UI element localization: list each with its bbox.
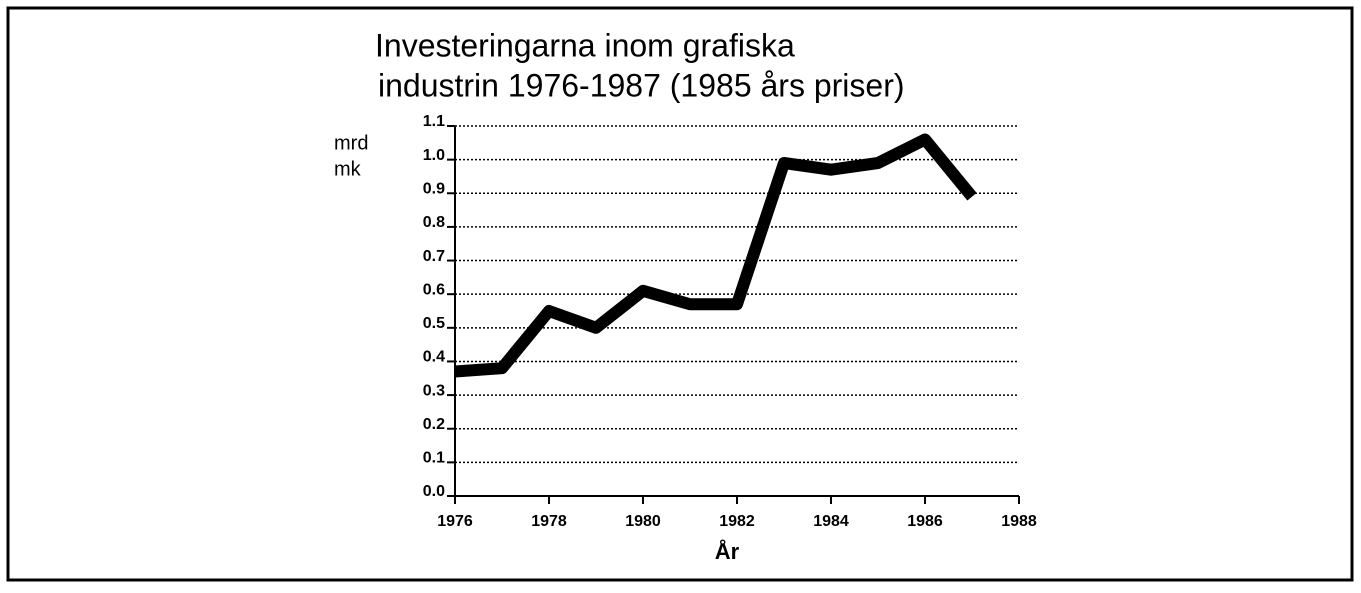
y-tick-label: 1.1 bbox=[423, 113, 445, 130]
y-tick-label: 0.6 bbox=[423, 281, 445, 298]
y-tick-label: 0.3 bbox=[423, 382, 445, 399]
x-tick-label: 1980 bbox=[625, 513, 661, 530]
y-tick-label: 1.0 bbox=[423, 147, 445, 164]
x-tick-label: 1976 bbox=[437, 513, 473, 530]
y-axis-label: mrd bbox=[334, 132, 368, 154]
x-tick-label: 1986 bbox=[907, 513, 943, 530]
y-tick-label: 0.8 bbox=[423, 214, 445, 231]
y-tick-label: 0.4 bbox=[423, 349, 445, 366]
y-axis-label: mk bbox=[334, 158, 362, 180]
x-tick-label: 1982 bbox=[719, 513, 755, 530]
x-tick-label: 1988 bbox=[1001, 513, 1037, 530]
x-axis-label: År bbox=[715, 538, 740, 564]
chart-title: Investeringarna inom grafiska bbox=[375, 27, 795, 63]
x-tick-label: 1978 bbox=[531, 513, 567, 530]
chart-title: industrin 1976-1987 (1985 års priser) bbox=[378, 67, 905, 103]
y-tick-label: 0.1 bbox=[423, 450, 445, 467]
y-tick-label: 0.5 bbox=[423, 315, 445, 332]
y-tick-label: 0.0 bbox=[423, 483, 445, 500]
y-tick-label: 0.2 bbox=[423, 416, 445, 433]
x-tick-label: 1984 bbox=[813, 513, 849, 530]
y-tick-label: 0.9 bbox=[423, 180, 445, 197]
data-line bbox=[454, 133, 977, 378]
y-tick-label: 0.7 bbox=[423, 248, 445, 265]
frame bbox=[6, 6, 1354, 582]
